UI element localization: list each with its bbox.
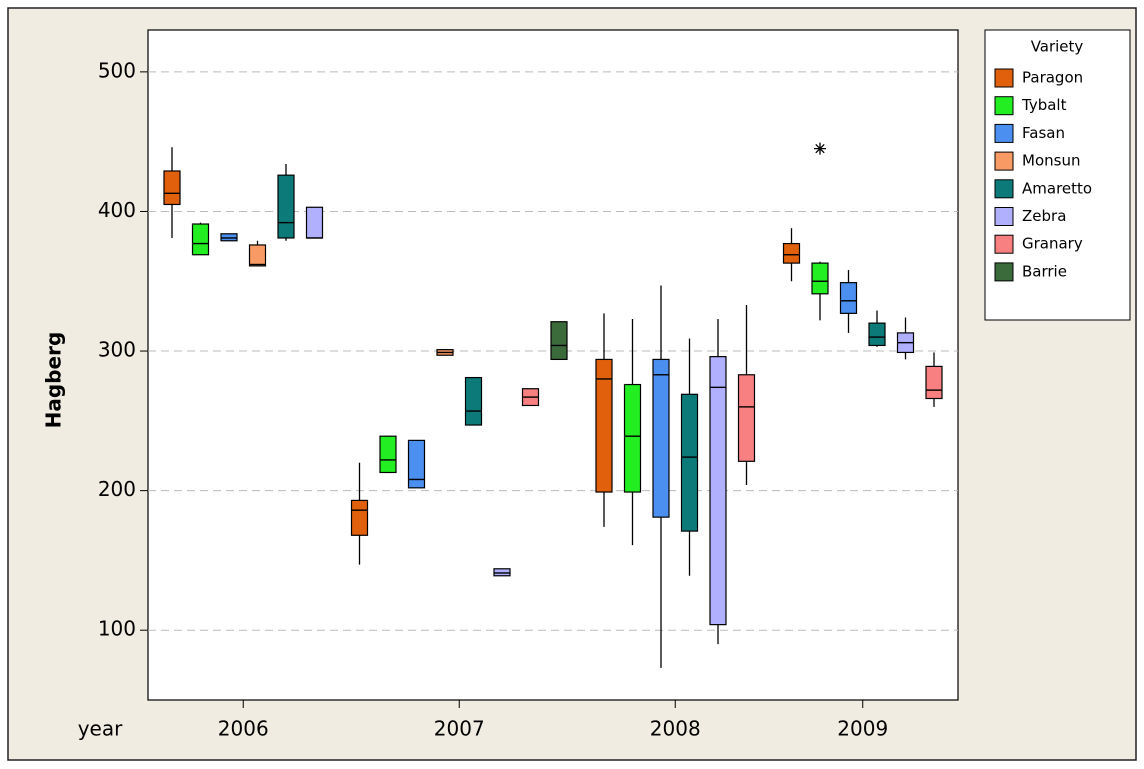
box xyxy=(623,383,642,493)
x-tick-label: 2006 xyxy=(218,717,269,741)
legend-label: Monsun xyxy=(1022,152,1080,170)
box xyxy=(464,376,483,426)
legend-label: Barrie xyxy=(1022,262,1067,280)
box xyxy=(305,206,324,239)
legend-swatch xyxy=(994,68,1014,88)
plot-area xyxy=(147,29,959,701)
box xyxy=(839,282,858,314)
x-axis-label: year xyxy=(78,717,123,741)
legend-swatch xyxy=(994,123,1014,143)
box xyxy=(595,358,613,493)
y-tick-label: 100 xyxy=(98,617,136,641)
y-axis-label: Hagberg xyxy=(42,332,66,429)
box xyxy=(248,244,267,267)
box xyxy=(709,356,727,626)
legend-label: Paragon xyxy=(1022,69,1083,87)
legend-swatch xyxy=(994,96,1014,116)
box xyxy=(550,321,568,361)
legend-swatch xyxy=(994,151,1014,171)
box xyxy=(277,174,295,239)
legend-swatch xyxy=(994,262,1014,282)
box xyxy=(407,439,426,489)
box xyxy=(680,393,699,532)
box xyxy=(868,322,886,347)
box xyxy=(737,374,756,462)
box xyxy=(782,242,801,264)
box xyxy=(811,262,829,295)
x-tick-label: 2009 xyxy=(837,717,888,741)
outlier xyxy=(814,142,826,155)
box xyxy=(350,499,369,536)
legend-label: Granary xyxy=(1022,235,1083,253)
box xyxy=(191,223,210,256)
box xyxy=(379,435,397,474)
legend-label: Zebra xyxy=(1022,207,1066,225)
x-tick-label: 2008 xyxy=(650,717,701,741)
y-tick-label: 300 xyxy=(98,338,136,362)
box xyxy=(163,170,181,206)
legend-title: Variety xyxy=(1031,38,1084,56)
x-tick-label: 2007 xyxy=(434,717,485,741)
y-tick-label: 400 xyxy=(98,198,136,222)
legend-swatch xyxy=(994,207,1014,226)
y-tick-label: 500 xyxy=(98,58,136,82)
box xyxy=(652,358,670,518)
legend-label: Fasan xyxy=(1022,124,1065,142)
legend-label: Tybalt xyxy=(1021,96,1067,114)
legend-swatch xyxy=(994,179,1014,199)
y-tick-label: 200 xyxy=(98,477,136,501)
box xyxy=(925,365,943,400)
legend-swatch xyxy=(994,234,1014,254)
legend-label: Amaretto xyxy=(1022,179,1092,197)
